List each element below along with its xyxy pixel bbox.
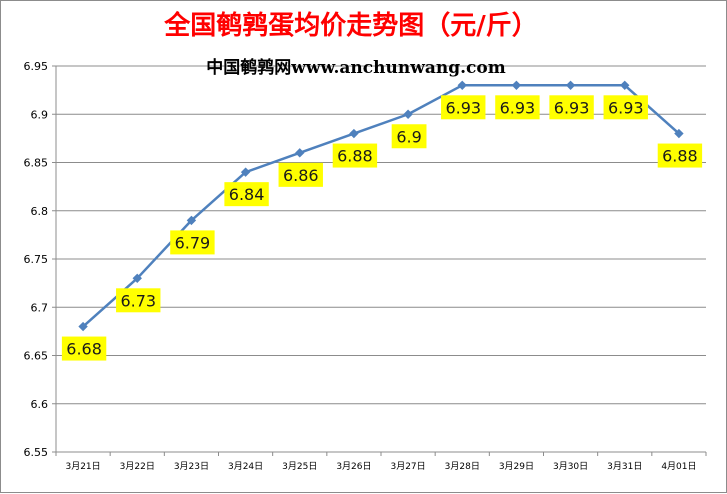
- x-tick-label: 3月31日: [607, 461, 642, 472]
- data-label-bg: [278, 162, 323, 187]
- y-tick-label: 6.6: [31, 398, 49, 411]
- data-label-text: 6.73: [120, 291, 156, 310]
- data-label-text: 6.79: [175, 233, 211, 252]
- data-label: 6.93: [441, 95, 486, 120]
- data-label-bg: [657, 143, 703, 168]
- x-tick-label: 4月01日: [661, 461, 696, 472]
- data-label: 6.84: [224, 182, 269, 207]
- data-point: [78, 321, 88, 332]
- data-label-text: 6.9: [396, 127, 421, 146]
- series-layer: [78, 80, 684, 332]
- data-label: 6.88: [657, 143, 703, 168]
- data-label-bg: [170, 230, 215, 255]
- data-label: 6.68: [61, 336, 107, 361]
- data-label-text: 6.86: [283, 166, 319, 185]
- data-label: 6.93: [549, 95, 594, 120]
- x-tick-label: 3月29日: [499, 461, 534, 472]
- data-label-text: 6.88: [337, 147, 373, 166]
- x-tick-label: 3月23日: [174, 461, 209, 472]
- axes: [52, 65, 707, 456]
- x-tick-label: 3月27日: [390, 461, 425, 472]
- x-axis-ticks: 3月21日 3月22日 3月23日 3月24日 3月25日 3月26日 3月27日 3月28日…: [65, 461, 696, 472]
- x-tick-label: 3月24日: [228, 461, 263, 472]
- y-axis-ticks: 6.55 6.6 6.65 6.7 6.75 6.8 6.85 6.9 6.95: [24, 60, 49, 459]
- y-tick-label: 6.85: [24, 157, 49, 170]
- data-label-bg: [224, 182, 269, 207]
- data-labels: 6.68 6.73 6.79 6.84 6.86 6.88 6.9 6.93 6.93 6.93 6…: [61, 95, 703, 361]
- data-point: [132, 273, 142, 284]
- data-label-text: 6.93: [500, 98, 536, 117]
- x-tick-label: 3月22日: [120, 461, 155, 472]
- data-point: [295, 148, 305, 158]
- x-tick-label: 3月26日: [336, 461, 371, 472]
- x-tick-label: 3月28日: [445, 461, 480, 472]
- data-label-text: 6.88: [662, 147, 698, 166]
- chart-title: 全国鹌鹑蛋均价走势图（元/斤）: [163, 10, 538, 41]
- data-label-bg: [391, 124, 427, 149]
- data-point: [620, 80, 630, 91]
- data-label: 6.88: [332, 143, 378, 168]
- data-label-bg: [61, 336, 107, 361]
- data-point: [403, 109, 413, 119]
- data-label: 6.79: [170, 230, 215, 255]
- data-label-text: 6.84: [229, 185, 265, 204]
- data-label-bg: [116, 288, 161, 313]
- data-label-bg: [603, 95, 648, 120]
- data-label-bg: [549, 95, 594, 120]
- y-tick-label: 6.75: [24, 253, 49, 266]
- data-point: [349, 128, 359, 139]
- data-point: [511, 80, 522, 91]
- y-tick-label: 6.9: [31, 108, 49, 121]
- data-label-text: 6.93: [554, 98, 590, 117]
- series-line: [82, 84, 680, 328]
- gridlines: [56, 65, 706, 405]
- data-point: [674, 128, 684, 139]
- watermark-subtitle: 中国鹌鹑网www.anchunwang.com: [206, 57, 505, 78]
- data-point: [240, 167, 251, 177]
- data-label: 6.93: [495, 95, 540, 120]
- y-tick-label: 6.8: [31, 205, 49, 218]
- x-tick-label: 3月21日: [65, 461, 100, 472]
- data-label-text: 6.68: [66, 340, 102, 359]
- data-label-bg: [332, 143, 378, 168]
- data-label-text: 6.93: [608, 98, 644, 117]
- data-point: [565, 80, 576, 91]
- data-label: 6.73: [116, 288, 161, 313]
- data-point: [186, 215, 197, 226]
- y-tick-label: 6.7: [31, 301, 49, 314]
- data-label-bg: [441, 95, 486, 120]
- x-tick-label: 3月25日: [282, 461, 317, 472]
- data-label: 6.9: [391, 124, 427, 149]
- data-label-bg: [495, 95, 540, 120]
- data-label-text: 6.93: [445, 98, 481, 117]
- y-tick-label: 6.65: [24, 350, 49, 363]
- y-tick-label: 6.55: [24, 446, 49, 459]
- data-label: 6.93: [603, 95, 648, 120]
- x-tick-label: 3月30日: [553, 461, 588, 472]
- y-tick-label: 6.95: [24, 60, 49, 73]
- data-point: [457, 80, 467, 91]
- data-label: 6.86: [278, 162, 323, 187]
